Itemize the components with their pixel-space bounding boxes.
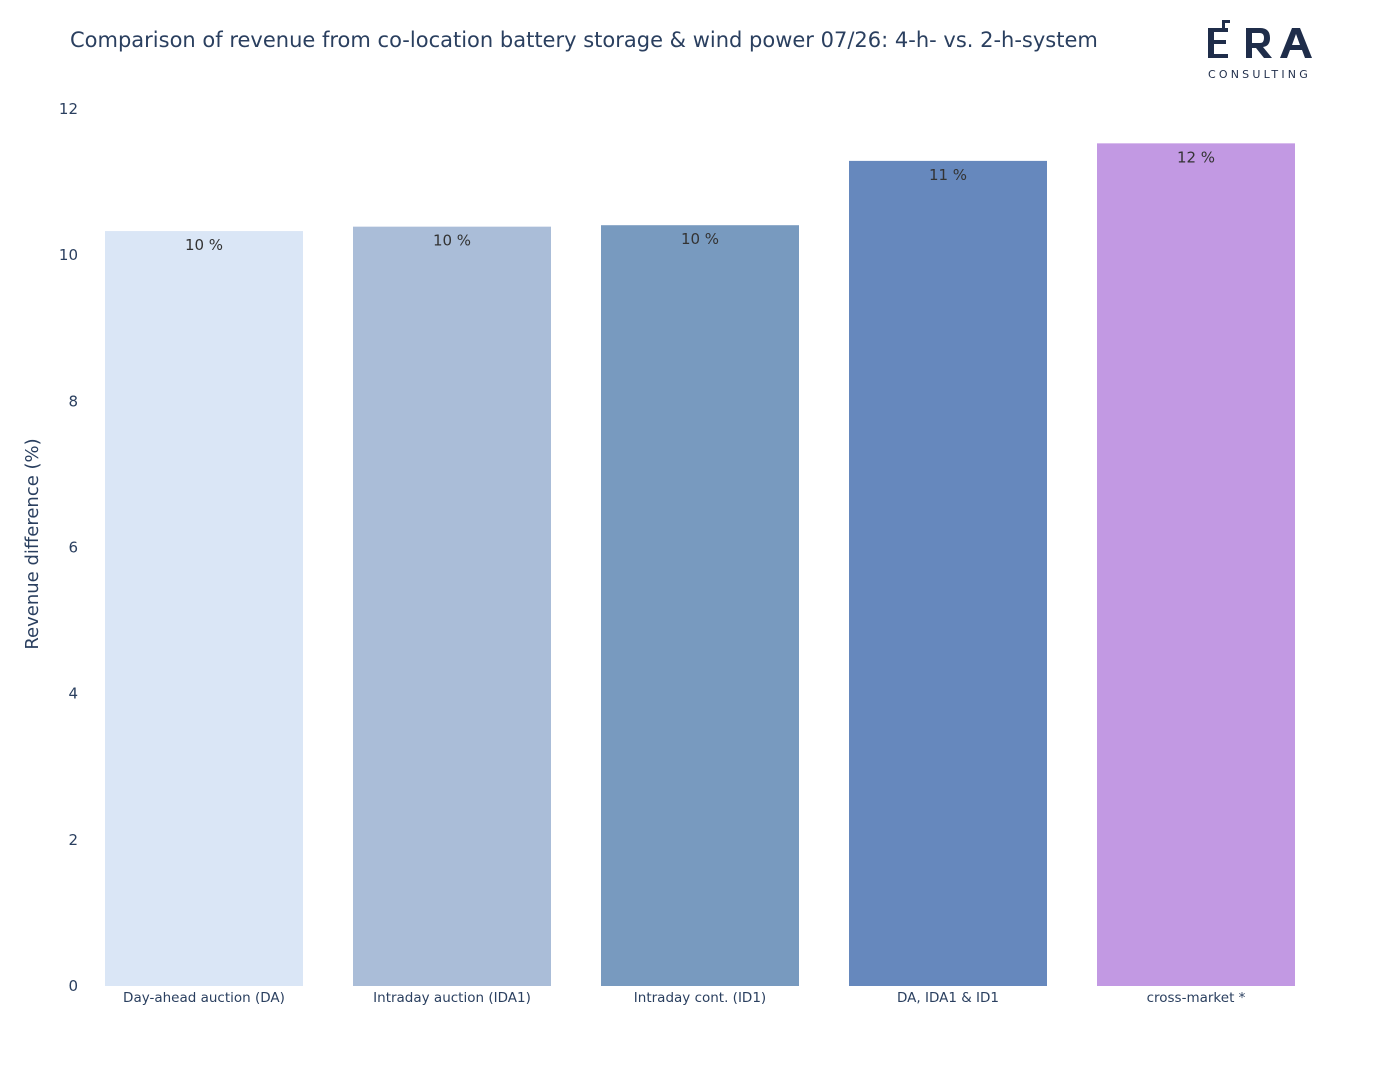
logo-subtext: CONSULTING (1208, 68, 1311, 81)
bar-data-label: 10 % (681, 230, 719, 248)
y-tick-label: 0 (68, 977, 78, 995)
bar-data-label: 10 % (433, 232, 471, 250)
x-category-label: cross-market * (1147, 990, 1246, 1006)
y-tick-label: 4 (68, 685, 78, 703)
y-tick-label: 10 (59, 246, 78, 264)
bar-data-label: 10 % (185, 236, 223, 254)
bar (849, 160, 1047, 986)
x-category-label: Intraday cont. (ID1) (634, 990, 766, 1006)
x-axis-labels: Day-ahead auction (DA) Intraday auction (… (123, 990, 1246, 1006)
y-tick-label: 2 (68, 831, 78, 849)
y-tick-label: 6 (68, 539, 78, 557)
chart-title: Comparison of revenue from co-location b… (70, 28, 1098, 52)
y-tick-label: 12 (59, 100, 78, 118)
x-category-label: DA, IDA1 & ID1 (897, 990, 999, 1006)
bar (601, 225, 799, 986)
era-consulting-logo: CONSULTING (1208, 20, 1312, 81)
bar-data-label: 11 % (929, 166, 967, 184)
x-category-label: Intraday auction (IDA1) (373, 990, 531, 1006)
bar (105, 231, 303, 986)
bars: 10 % 10 % 10 % 11 % 12 % (105, 143, 1295, 986)
bar (353, 226, 551, 986)
y-tick-label: 8 (68, 392, 78, 410)
bar-data-label: 12 % (1177, 148, 1215, 166)
y-axis-title: Revenue difference (%) (22, 438, 43, 649)
y-axis-ticks: 0 2 4 6 8 10 12 (59, 100, 78, 995)
bar (1097, 143, 1295, 986)
x-category-label: Day-ahead auction (DA) (123, 990, 285, 1006)
